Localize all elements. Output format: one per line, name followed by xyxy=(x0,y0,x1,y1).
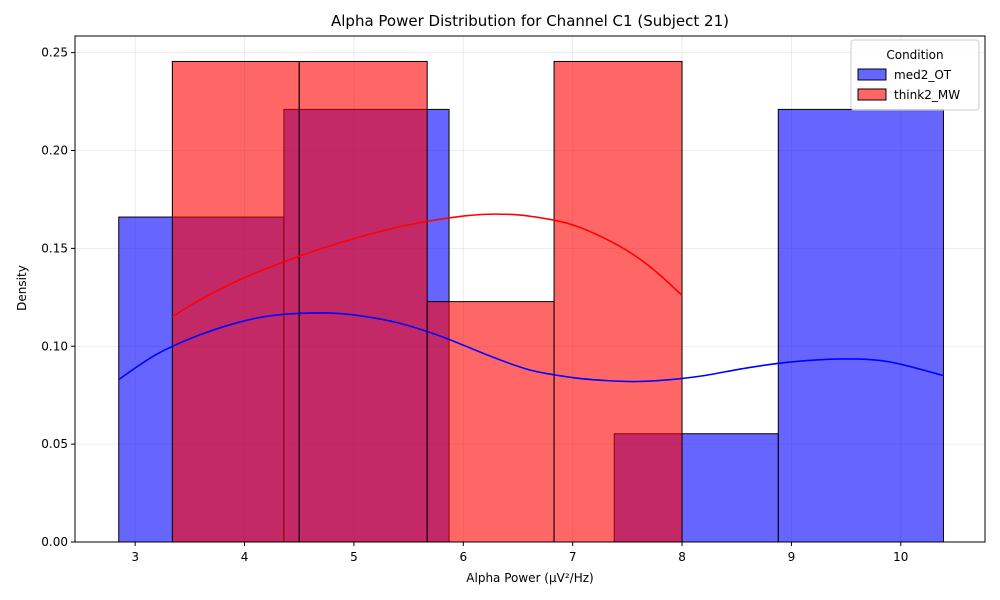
kde-line-think2_MW[interactable] xyxy=(171,213,683,318)
y-axis: 0.00 0.05 0.10 0.15 0.20 0.25 xyxy=(41,46,75,549)
legend-title: Condition xyxy=(886,48,943,62)
histogram-bar-think2_MW-3[interactable] xyxy=(553,60,683,543)
histogram-bars xyxy=(118,60,944,543)
y-tick-label: 0.20 xyxy=(41,144,68,158)
y-tick-label: 0.10 xyxy=(41,339,68,353)
legend-swatch-think2_MW xyxy=(857,88,887,101)
plot-frame xyxy=(74,35,986,543)
chart-title: Alpha Power Distribution for Channel C1 … xyxy=(331,12,729,30)
x-tick-label: 7 xyxy=(569,550,577,564)
x-tick-label: 4 xyxy=(241,550,249,564)
y-tick-label: 0.25 xyxy=(41,46,68,60)
legend[interactable]: Condition med2_OT think2_MW xyxy=(850,39,980,111)
kde-line-med2_OT[interactable] xyxy=(118,312,944,383)
legend-label-med2_OT: med2_OT xyxy=(894,68,952,82)
x-tick-label: 9 xyxy=(788,550,796,564)
x-tick-label: 5 xyxy=(350,550,358,564)
x-tick-label: 8 xyxy=(678,550,686,564)
legend-swatch-med2_OT xyxy=(857,68,887,81)
histogram-bar-think2_MW-1[interactable] xyxy=(298,60,428,543)
histogram-bar-med2_OT-4[interactable] xyxy=(777,108,944,543)
histogram-bar-think2_MW-0[interactable] xyxy=(171,60,300,543)
y-tick-label: 0.15 xyxy=(41,241,68,255)
y-tick-label: 0.00 xyxy=(41,535,68,549)
x-tick-label: 3 xyxy=(131,550,139,564)
y-axis-title: Density xyxy=(15,265,29,311)
y-tick-label: 0.05 xyxy=(41,437,68,451)
x-axis: 3 4 5 6 7 8 9 10 xyxy=(131,542,908,564)
x-axis-title: Alpha Power (μV²/Hz) xyxy=(466,571,593,585)
kde-curves xyxy=(118,213,944,383)
legend-label-think2_MW: think2_MW xyxy=(894,88,960,102)
x-tick-label: 10 xyxy=(893,550,908,564)
x-tick-label: 6 xyxy=(459,550,467,564)
